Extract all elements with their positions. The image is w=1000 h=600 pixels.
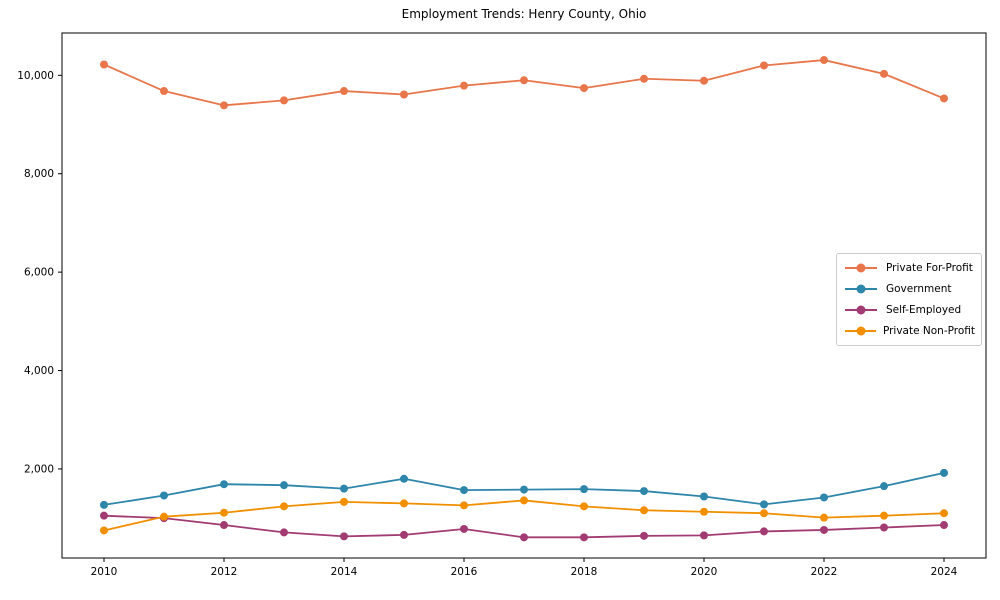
data-point-private-non-profit-2020 [700, 507, 708, 516]
data-point-government-2021 [760, 500, 768, 509]
data-point-private-for-profit-2011 [160, 87, 168, 96]
y-axis-tick-label: 6,000 [24, 267, 54, 279]
data-point-private-for-profit-2015 [400, 90, 408, 99]
legend-label: Private For-Profit [886, 261, 973, 274]
data-point-government-2022 [820, 493, 828, 502]
data-point-private-non-profit-2011 [160, 512, 168, 521]
data-point-private-for-profit-2012 [220, 101, 228, 110]
y-axis-tick-label: 4,000 [24, 365, 54, 377]
data-point-private-for-profit-2018 [580, 84, 588, 93]
data-point-government-2011 [160, 491, 168, 500]
y-axis-tick-label: 2,000 [24, 463, 54, 475]
data-point-self-employed-2020 [700, 531, 708, 540]
data-point-private-non-profit-2018 [580, 502, 588, 511]
y-axis-tick-label: 8,000 [24, 168, 54, 180]
data-point-private-non-profit-2024 [940, 509, 948, 518]
legend: Private For-Profit Government Self-Emplo… [836, 253, 982, 346]
data-point-self-employed-2015 [400, 530, 408, 539]
data-point-self-employed-2023 [880, 523, 888, 532]
x-axis-tick-label: 2018 [571, 566, 598, 578]
data-point-self-employed-2016 [460, 524, 468, 533]
data-point-private-non-profit-2017 [520, 496, 528, 505]
x-axis-tick-label: 2016 [451, 566, 478, 578]
legend-swatch-line-marker-icon [845, 263, 877, 273]
data-point-self-employed-2021 [760, 527, 768, 536]
data-point-self-employed-2022 [820, 525, 828, 534]
legend-item-private-for-profit: Private For-Profit [843, 261, 975, 275]
data-point-government-2010 [100, 500, 108, 509]
x-axis-tick-label: 2014 [331, 566, 358, 578]
data-point-government-2023 [880, 482, 888, 491]
data-point-private-non-profit-2022 [820, 513, 828, 522]
legend-swatch-line-marker-icon [845, 284, 877, 294]
data-point-government-2017 [520, 485, 528, 494]
data-point-private-for-profit-2010 [100, 60, 108, 69]
data-point-self-employed-2024 [940, 521, 948, 530]
data-point-private-for-profit-2023 [880, 69, 888, 78]
data-point-private-non-profit-2014 [340, 497, 348, 506]
data-point-government-2018 [580, 485, 588, 494]
data-point-private-non-profit-2010 [100, 526, 108, 535]
chart-title: Employment Trends: Henry County, Ohio [401, 7, 647, 21]
data-point-private-for-profit-2013 [280, 96, 288, 105]
data-point-private-for-profit-2016 [460, 81, 468, 90]
data-point-self-employed-2018 [580, 533, 588, 542]
data-point-government-2016 [460, 486, 468, 495]
legend-swatch-line-marker-icon [845, 326, 876, 336]
data-point-government-2020 [700, 492, 708, 501]
data-point-government-2013 [280, 481, 288, 490]
x-axis-tick-label: 2010 [91, 566, 118, 578]
data-point-private-non-profit-2013 [280, 502, 288, 511]
plot-border [61, 32, 987, 559]
x-axis-tick-label: 2022 [811, 566, 838, 578]
data-point-government-2015 [400, 474, 408, 483]
data-point-private-non-profit-2023 [880, 511, 888, 520]
data-point-self-employed-2017 [520, 533, 528, 542]
legend-item-self-employed: Self-Employed [843, 303, 975, 317]
data-point-self-employed-2012 [220, 521, 228, 530]
x-axis-tick-label: 2020 [691, 566, 718, 578]
data-point-self-employed-2014 [340, 532, 348, 541]
legend-item-private-non-profit: Private Non-Profit [843, 324, 975, 338]
y-axis-tick-label: 10,000 [17, 70, 54, 82]
data-point-self-employed-2019 [640, 531, 648, 540]
data-point-government-2024 [940, 468, 948, 477]
data-point-private-for-profit-2014 [340, 87, 348, 96]
data-point-private-for-profit-2017 [520, 76, 528, 85]
x-axis-tick-label: 2024 [931, 566, 958, 578]
data-point-private-non-profit-2015 [400, 499, 408, 508]
data-point-government-2012 [220, 480, 228, 489]
data-point-private-for-profit-2020 [700, 76, 708, 85]
data-point-private-for-profit-2021 [760, 61, 768, 70]
data-point-private-for-profit-2024 [940, 94, 948, 103]
legend-label: Self-Employed [886, 304, 962, 317]
data-point-private-non-profit-2012 [220, 508, 228, 517]
data-point-private-non-profit-2019 [640, 506, 648, 515]
data-point-private-non-profit-2021 [760, 509, 768, 518]
data-point-government-2019 [640, 487, 648, 496]
legend-swatch-line-marker-icon [845, 305, 877, 315]
data-point-private-for-profit-2022 [820, 56, 828, 65]
data-point-private-non-profit-2016 [460, 501, 468, 510]
data-point-government-2014 [340, 484, 348, 493]
legend-label: Government [886, 282, 952, 295]
data-point-private-for-profit-2019 [640, 74, 648, 83]
data-point-self-employed-2010 [100, 511, 108, 520]
x-axis-tick-label: 2012 [211, 566, 238, 578]
legend-label: Private Non-Profit [882, 325, 975, 338]
data-point-self-employed-2013 [280, 528, 288, 537]
legend-item-government: Government [843, 282, 975, 296]
